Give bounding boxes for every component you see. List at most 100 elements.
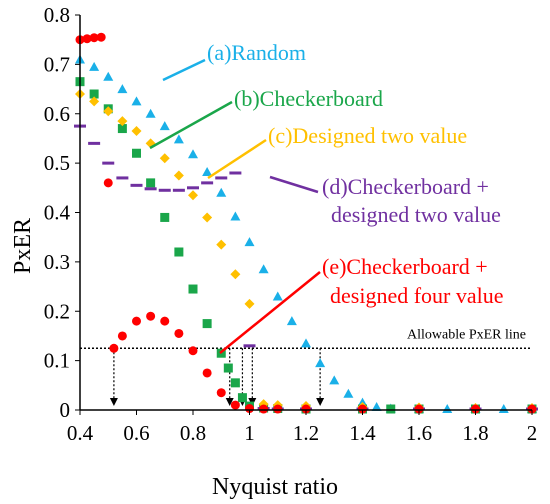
x-tick-label: 1.6 (406, 421, 432, 445)
data-point (371, 402, 382, 412)
data-point (132, 316, 141, 326)
data-point (103, 71, 114, 81)
leader-line-d (269, 175, 319, 194)
data-point (82, 34, 92, 44)
data-point (88, 141, 101, 145)
data-point (89, 61, 100, 71)
data-point (158, 188, 171, 192)
data-point (144, 187, 157, 191)
intersection-arrow-icon (109, 398, 118, 406)
data-point (471, 404, 480, 414)
data-point (132, 148, 141, 158)
data-point (187, 186, 199, 190)
data-point (286, 316, 297, 326)
y-tick-label: 0.5 (44, 151, 70, 175)
data-point (237, 393, 247, 403)
y-axis-label: PxER (10, 218, 36, 274)
intersection-arrow-icon (316, 398, 325, 406)
data-point (230, 400, 240, 410)
data-point (89, 33, 99, 43)
y-tick-label: 0.2 (44, 299, 70, 323)
data-point (160, 212, 170, 222)
series-e (75, 32, 537, 414)
data-point (386, 404, 396, 414)
x-tick-label: 1.8 (462, 421, 488, 445)
leader-line-c (207, 138, 267, 180)
x-tick-label: 0.8 (180, 421, 206, 445)
data-point (414, 404, 424, 414)
data-point (216, 187, 227, 197)
annotation-d-line2: designed two value (331, 202, 501, 227)
data-point (116, 176, 129, 180)
data-point (215, 176, 228, 180)
leader-line-a (162, 58, 206, 82)
data-point (89, 96, 100, 107)
data-point (146, 311, 156, 321)
x-axis-label: Nyquist ratio (212, 474, 338, 500)
data-point (188, 284, 198, 294)
data-point (188, 346, 198, 356)
allowable-line-label: Allowable PxER line (407, 327, 526, 342)
annotation-b: (b)Checkerboard (234, 86, 383, 111)
x-tick-label: 0.4 (67, 421, 94, 445)
data-point (96, 32, 106, 42)
data-point (243, 344, 256, 348)
allowable-line-group (80, 347, 532, 406)
data-point (173, 170, 184, 181)
y-tick-label: 0 (60, 398, 71, 422)
leader-line-e (219, 271, 321, 354)
data-point (273, 404, 283, 414)
data-point (202, 212, 213, 223)
annotation-e-line1: (e)Checkerboard + (322, 254, 488, 279)
data-point (109, 343, 119, 353)
data-point (442, 404, 453, 414)
y-tick-label: 0.4 (44, 201, 71, 225)
data-point (527, 404, 537, 414)
data-point (245, 404, 254, 414)
data-point (223, 363, 233, 373)
data-point (202, 167, 213, 177)
data-point (259, 404, 269, 414)
data-point (117, 124, 127, 134)
annotation-a: (a)Random (207, 40, 306, 65)
data-point (102, 161, 115, 165)
data-point (117, 116, 128, 127)
intersection-arrow-icon (225, 398, 234, 406)
data-point (145, 108, 156, 118)
data-point (188, 149, 198, 159)
x-tick-label: 0.6 (123, 421, 149, 445)
data-point (315, 358, 326, 368)
data-point (188, 190, 198, 201)
axes (75, 14, 533, 415)
y-tick-label: 0.3 (44, 250, 70, 274)
data-point (230, 269, 241, 280)
data-point (216, 388, 226, 398)
y-tick-label: 0.1 (44, 349, 70, 373)
data-point (229, 171, 242, 175)
data-point (272, 291, 283, 301)
data-point (173, 134, 184, 144)
data-point (301, 404, 311, 414)
series-group (74, 32, 538, 414)
data-point (103, 106, 114, 117)
data-point (258, 264, 269, 274)
data-point (130, 183, 143, 187)
data-point (201, 181, 214, 185)
data-point (174, 247, 184, 257)
annotations: (a)Random (b)Checkerboard (c)Designed two … (149, 40, 526, 354)
x-tick-label: 2 (527, 421, 538, 445)
data-point (131, 96, 142, 106)
data-point (216, 239, 227, 250)
y-tick-label: 0.8 (44, 3, 70, 27)
data-point (230, 378, 240, 388)
data-point (117, 84, 128, 94)
annotation-d-line1: (d)Checkerboard + (322, 174, 489, 199)
data-point (343, 388, 354, 398)
x-tick-label: 1.4 (349, 421, 376, 445)
data-point (89, 89, 99, 99)
annotation-e-line2: designed four value (330, 283, 504, 308)
annotation-c: (c)Designed two value (268, 123, 467, 148)
data-point (172, 188, 185, 192)
x-tick-label: 1 (244, 421, 255, 445)
